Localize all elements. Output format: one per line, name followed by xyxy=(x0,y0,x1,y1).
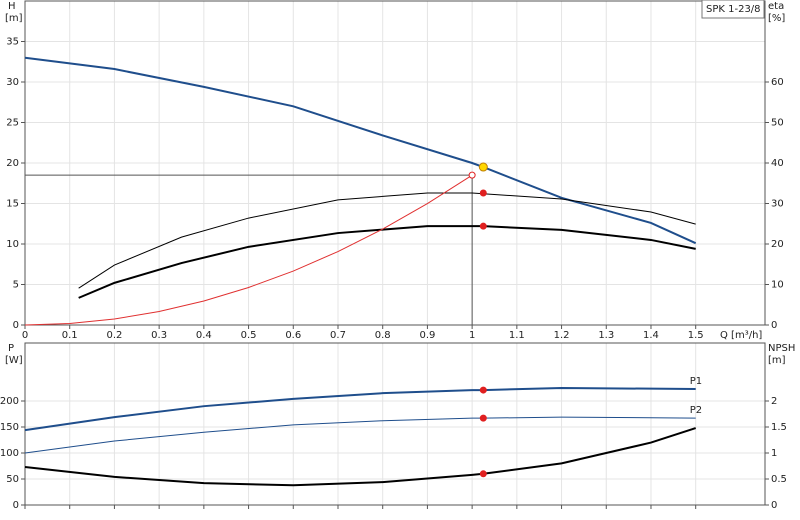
y2-axis-unit: [m] xyxy=(768,355,786,366)
curve-label: P1 xyxy=(690,376,702,387)
y2-axis-unit: [%] xyxy=(768,13,785,24)
y2-tick-label: 30 xyxy=(771,199,784,210)
operating-point xyxy=(478,162,488,172)
operating-point xyxy=(479,189,487,197)
y-tick-label: 50 xyxy=(6,474,19,485)
x-tick-label: 1.1 xyxy=(509,330,525,341)
x-tick-label: 0.9 xyxy=(419,330,435,341)
x-tick-label: 0.1 xyxy=(62,330,78,341)
y-tick-label: 25 xyxy=(6,118,19,129)
x-axis-label: Q [m³/h] xyxy=(720,330,762,341)
x-tick-label: 0.6 xyxy=(285,330,301,341)
y-tick-label: 15 xyxy=(6,199,19,210)
x-tick-label: 0.3 xyxy=(151,330,167,341)
y-tick-label: 0 xyxy=(13,320,19,331)
x-tick-label: 1.4 xyxy=(643,330,659,341)
operating-point xyxy=(468,171,476,179)
plot-frame xyxy=(24,0,766,326)
y2-tick-label: 1 xyxy=(771,448,777,459)
curve xyxy=(24,427,697,487)
y2-tick-label: 0 xyxy=(771,500,777,511)
y2-tick-label: 50 xyxy=(771,118,784,129)
y2-tick-label: 40 xyxy=(771,158,784,169)
y-tick-label: 30 xyxy=(6,77,19,88)
legend-text: SPK 1-23/8 xyxy=(706,4,761,15)
y2-tick-label: 20 xyxy=(771,239,784,250)
curve xyxy=(78,192,696,289)
y-tick-label: 200 xyxy=(0,396,19,407)
y-tick-label: 35 xyxy=(6,37,19,48)
y2-tick-label: 2 xyxy=(771,396,777,407)
operating-point xyxy=(479,414,487,422)
operating-point xyxy=(479,386,487,394)
operating-point xyxy=(479,222,487,230)
y2-tick-label: 60 xyxy=(771,77,784,88)
y-axis-unit: [W] xyxy=(5,355,23,366)
curve xyxy=(24,56,697,245)
y2-tick-label: 10 xyxy=(771,280,784,291)
x-tick-label: 1.5 xyxy=(688,330,704,341)
y-tick-label: 20 xyxy=(6,158,19,169)
y2-tick-label: 0 xyxy=(771,320,777,331)
x-tick-label: 1.2 xyxy=(554,330,570,341)
y-axis-label: H xyxy=(8,1,16,12)
curve xyxy=(24,416,696,454)
curve xyxy=(78,225,696,299)
plot-frame xyxy=(24,342,766,506)
legend-box xyxy=(701,0,765,19)
x-tick-label: 0.8 xyxy=(375,330,391,341)
y2-tick-label: 0.5 xyxy=(771,474,787,485)
x-tick-label: 0 xyxy=(22,330,28,341)
y-axis-label: P xyxy=(8,343,14,354)
y-axis-unit: [m] xyxy=(5,13,23,24)
x-tick-label: 0.4 xyxy=(196,330,212,341)
x-tick-label: 0.5 xyxy=(241,330,257,341)
x-tick-label: 1 xyxy=(469,330,475,341)
y2-axis-label: eta xyxy=(768,1,784,12)
y-tick-label: 100 xyxy=(0,448,19,459)
y-tick-label: 150 xyxy=(0,422,19,433)
y-tick-label: 5 xyxy=(13,280,19,291)
curve xyxy=(24,174,473,326)
x-tick-label: 0.7 xyxy=(330,330,346,341)
y-tick-label: 10 xyxy=(6,239,19,250)
y2-axis-label: NPSH xyxy=(768,343,795,354)
curve xyxy=(24,386,696,432)
curve-label: P2 xyxy=(690,405,702,416)
x-tick-label: 0.2 xyxy=(106,330,122,341)
x-tick-label: 1.3 xyxy=(598,330,614,341)
operating-point xyxy=(479,470,487,478)
y2-tick-label: 1.5 xyxy=(771,422,787,433)
y-tick-label: 0 xyxy=(13,500,19,511)
